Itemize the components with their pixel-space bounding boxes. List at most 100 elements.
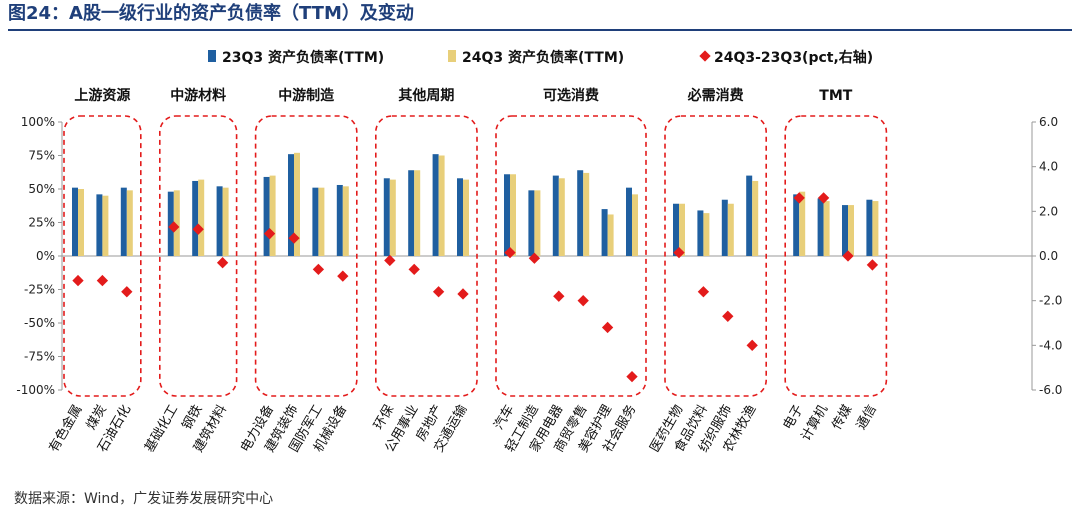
diff-marker — [312, 263, 325, 276]
bar-23q3 — [192, 180, 199, 256]
group-box — [374, 115, 478, 397]
group-box — [254, 115, 358, 397]
bar-24q3 — [632, 194, 638, 256]
group-label: 可选消费 — [543, 87, 599, 104]
bar-24q3 — [534, 190, 541, 256]
bar-23q3 — [457, 178, 463, 256]
diff-marker — [697, 286, 710, 298]
right-tick-label: 4.0 — [1039, 160, 1058, 174]
diff-marker — [722, 310, 734, 322]
bar-24q3 — [510, 174, 516, 256]
bar-23q3 — [601, 209, 608, 256]
bar-23q3 — [263, 176, 270, 256]
group-box — [63, 115, 142, 397]
group-label: 中游制造 — [278, 87, 334, 104]
diff-marker — [866, 259, 879, 271]
left-tick-label: 25% — [28, 216, 55, 230]
diff-marker — [288, 232, 300, 244]
category-label: 传媒 — [829, 403, 855, 433]
left-tick-label: -100% — [16, 383, 55, 397]
chart-svg: 23Q3 资产负债率(TTM) 24Q3 资产负债率(TTM) 24Q3-23Q3(… — [16, 49, 1062, 456]
figure-title: 图24：A股一级行业的资产负债率（TTM）及变动 — [8, 0, 1072, 31]
category-label: 通信 — [854, 403, 880, 433]
legend-swatch-2 — [448, 50, 456, 62]
diff-marker — [72, 274, 84, 287]
bar-24q3 — [389, 179, 396, 256]
bar-23q3 — [167, 191, 174, 256]
right-tick-label: -2.0 — [1039, 294, 1062, 308]
bar-24q3 — [318, 187, 325, 256]
bar-24q3 — [269, 175, 276, 256]
bar-23q3 — [408, 170, 415, 256]
legend-label-1: 23Q3 资产负债率(TTM) — [222, 49, 384, 66]
bar-23q3 — [697, 210, 704, 256]
chart-area: 23Q3 资产负债率(TTM) 24Q3 资产负债率(TTM) 24Q3-23Q3(… — [0, 34, 1080, 480]
diff-marker — [746, 339, 758, 351]
diff-marker — [817, 192, 830, 204]
left-tick-label: 50% — [28, 182, 55, 196]
diff-marker — [216, 257, 229, 269]
bar-24q3 — [173, 190, 180, 256]
bar-24q3 — [823, 201, 830, 256]
diff-marker — [432, 286, 445, 298]
bar-24q3 — [102, 195, 109, 256]
group-label: 上游资源 — [74, 87, 130, 104]
source-note: 数据来源：Wind，广发证券发展研究中心 — [14, 491, 274, 507]
bar-24q3 — [198, 179, 205, 256]
bar-24q3 — [848, 205, 854, 256]
diff-marker — [337, 270, 349, 282]
group-label: TMT — [819, 88, 852, 104]
legend-swatch-3 — [699, 50, 711, 62]
diff-marker — [553, 290, 565, 302]
bar-23q3 — [504, 174, 510, 256]
bar-24q3 — [342, 186, 349, 256]
bar-24q3 — [607, 214, 614, 256]
bar-23q3 — [626, 187, 632, 256]
bar-24q3 — [126, 190, 133, 256]
bar-23q3 — [842, 205, 848, 256]
left-tick-label: 0% — [36, 249, 55, 263]
legend-label-2: 24Q3 资产负债率(TTM) — [462, 49, 624, 66]
bar-24q3 — [414, 170, 421, 256]
diff-marker — [168, 221, 180, 233]
bar-24q3 — [463, 179, 469, 256]
bar-23q3 — [721, 199, 728, 256]
diff-marker — [601, 321, 614, 334]
bar-23q3 — [216, 186, 223, 256]
diff-marker — [577, 295, 589, 307]
group-box — [495, 115, 647, 397]
group-box — [784, 115, 888, 397]
bar-24q3 — [679, 203, 685, 256]
bar-23q3 — [288, 154, 294, 256]
bar-24q3 — [703, 213, 710, 256]
bar-23q3 — [383, 178, 390, 256]
diff-marker — [842, 250, 854, 262]
diff-marker — [408, 263, 420, 276]
bar-23q3 — [336, 184, 343, 256]
legend-swatch-1 — [208, 50, 216, 62]
left-tick-label: 100% — [21, 115, 55, 129]
bar-23q3 — [72, 187, 78, 256]
group-label: 必需消费 — [687, 87, 744, 104]
diff-marker — [528, 252, 541, 264]
left-tick-label: 75% — [28, 149, 55, 163]
bar-23q3 — [866, 199, 873, 256]
category-label: 有色金属 — [46, 402, 86, 455]
diff-marker — [384, 254, 396, 267]
bar-24q3 — [583, 172, 590, 256]
bar-24q3 — [78, 189, 84, 256]
left-tick-label: -25% — [24, 283, 55, 297]
bar-24q3 — [222, 187, 229, 256]
right-tick-label: -4.0 — [1039, 338, 1062, 352]
bar-23q3 — [746, 175, 753, 256]
bar-24q3 — [558, 178, 565, 256]
legend-label-3: 24Q3-23Q3(pct,右轴) — [714, 49, 873, 66]
category-label: 基础化工 — [142, 403, 181, 456]
bar-24q3 — [438, 155, 445, 256]
diff-marker — [96, 274, 109, 287]
right-tick-label: 6.0 — [1039, 115, 1058, 129]
group-box — [664, 115, 767, 397]
bar-24q3 — [799, 191, 806, 256]
group-label: 中游材料 — [170, 87, 226, 104]
left-tick-label: -75% — [24, 350, 55, 364]
